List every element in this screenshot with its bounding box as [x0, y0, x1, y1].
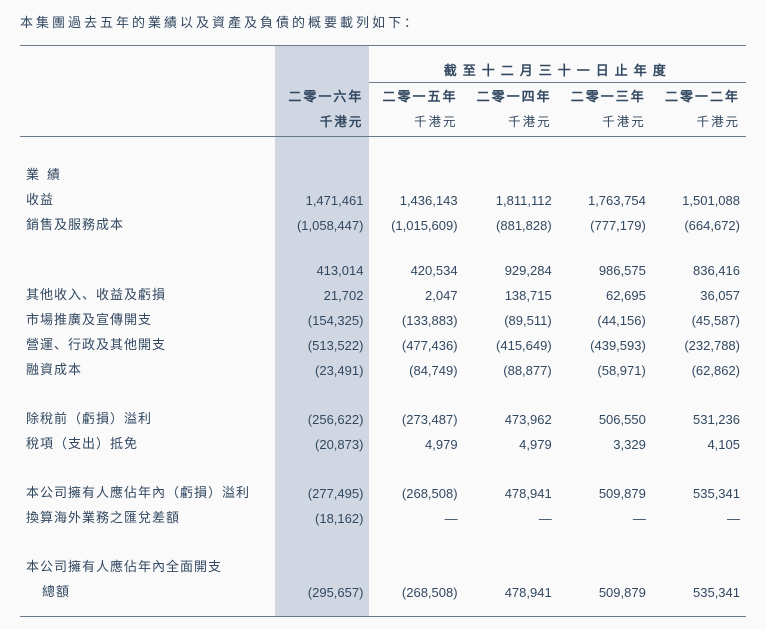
row2-label-3: 營運、行政及其他開支 [20, 331, 275, 356]
row1-cell-0-1: 1,436,143 [369, 186, 463, 211]
row2-label-1: 其他收入、收益及虧損 [20, 281, 275, 306]
row3-cell-1-0: (20,873) [275, 430, 369, 455]
row2-cell-0-3: 986,575 [558, 260, 652, 281]
row3-cell-0-1: (273,487) [369, 405, 463, 430]
total-comprehensive-label-2: 總額 [20, 578, 275, 603]
row3-cell-0-4: 531,236 [652, 405, 746, 430]
row4-label-0: 本公司擁有人應佔年內（虧損）溢利 [20, 479, 275, 504]
row4-cell-0-1: (268,508) [369, 479, 463, 504]
row2-cell-2-3: (44,156) [558, 306, 652, 331]
row3-cell-1-4: 4,105 [652, 430, 746, 455]
row2-cell-0-4: 836,416 [652, 260, 746, 281]
row2-cell-1-4: 36,057 [652, 281, 746, 306]
row2-cell-4-2: (88,877) [464, 356, 558, 381]
row2-cell-4-0: (23,491) [275, 356, 369, 381]
unit-2012: 千港元 [652, 108, 746, 137]
row2-cell-4-4: (62,862) [652, 356, 746, 381]
row3-cell-1-2: 4,979 [464, 430, 558, 455]
row2-cell-3-3: (439,593) [558, 331, 652, 356]
row2-cell-2-0: (154,325) [275, 306, 369, 331]
total-2015: (268,508) [369, 578, 463, 603]
total-comprehensive-label-1: 本公司擁有人應佔年內全面開支 [20, 553, 275, 578]
row2-cell-3-0: (513,522) [275, 331, 369, 356]
row4-cell-1-4: — [652, 504, 746, 529]
row1-cell-0-2: 1,811,112 [464, 186, 558, 211]
row3-cell-0-0: (256,622) [275, 405, 369, 430]
year-2016: 二零一六年 [275, 83, 369, 109]
row3-cell-1-3: 3,329 [558, 430, 652, 455]
row2-cell-0-1: 420,534 [369, 260, 463, 281]
total-2014: 478,941 [464, 578, 558, 603]
row4-cell-0-4: 535,341 [652, 479, 746, 504]
row1-label-0: 收益 [20, 186, 275, 211]
row2-cell-4-1: (84,749) [369, 356, 463, 381]
intro-text: 本集團過去五年的業績以及資產及負債的概要載列如下： [20, 12, 746, 31]
header-blank [20, 46, 275, 83]
unit-2015: 千港元 [369, 108, 463, 137]
row2-cell-3-2: (415,649) [464, 331, 558, 356]
row1-cell-1-3: (777,179) [558, 211, 652, 236]
row2-cell-1-0: 21,702 [275, 281, 369, 306]
row2-cell-2-2: (89,511) [464, 306, 558, 331]
row2-cell-1-1: 2,047 [369, 281, 463, 306]
section-performance-label: 業績 [20, 161, 275, 186]
row3-label-1: 稅項（支出）抵免 [20, 430, 275, 455]
row2-label-0 [20, 260, 275, 281]
row4-cell-1-3: — [558, 504, 652, 529]
row2-cell-4-3: (58,971) [558, 356, 652, 381]
row4-cell-1-2: — [464, 504, 558, 529]
row2-cell-3-4: (232,788) [652, 331, 746, 356]
row4-label-1: 換算海外業務之匯兌差額 [20, 504, 275, 529]
row2-cell-2-4: (45,587) [652, 306, 746, 331]
row4-cell-1-1: — [369, 504, 463, 529]
financial-summary-table: 截至十二月三十一日止年度 二零一六年 二零一五年 二零一四年 二零一三年 二零一… [20, 45, 746, 617]
row2-cell-1-3: 62,695 [558, 281, 652, 306]
row4-cell-0-2: 478,941 [464, 479, 558, 504]
row4-cell-0-0: (277,495) [275, 479, 369, 504]
row2-cell-0-0: 413,014 [275, 260, 369, 281]
row2-label-4: 融資成本 [20, 356, 275, 381]
row2-cell-0-2: 929,284 [464, 260, 558, 281]
row1-cell-0-3: 1,763,754 [558, 186, 652, 211]
row2-label-2: 市場推廣及宣傳開支 [20, 306, 275, 331]
row1-cell-1-0: (1,058,447) [275, 211, 369, 236]
row4-cell-1-0: (18,162) [275, 504, 369, 529]
year-2012: 二零一二年 [652, 83, 746, 109]
row2-cell-2-1: (133,883) [369, 306, 463, 331]
year-2015: 二零一五年 [369, 83, 463, 109]
period-ending-header: 截至十二月三十一日止年度 [369, 46, 746, 83]
row1-cell-0-4: 1,501,088 [652, 186, 746, 211]
header-blank-hl [275, 46, 369, 83]
row3-cell-0-2: 473,962 [464, 405, 558, 430]
row3-label-0: 除稅前（虧損）溢利 [20, 405, 275, 430]
row1-cell-1-2: (881,828) [464, 211, 558, 236]
total-2013: 509,879 [558, 578, 652, 603]
row2-cell-1-2: 138,715 [464, 281, 558, 306]
total-2016: (295,657) [275, 578, 369, 603]
unit-2013: 千港元 [558, 108, 652, 137]
row4-cell-0-3: 509,879 [558, 479, 652, 504]
year-blank [20, 83, 275, 109]
row1-cell-1-4: (664,672) [652, 211, 746, 236]
unit-2014: 千港元 [464, 108, 558, 137]
row2-cell-3-1: (477,436) [369, 331, 463, 356]
row3-cell-0-3: 506,550 [558, 405, 652, 430]
row3-cell-1-1: 4,979 [369, 430, 463, 455]
row1-label-1: 銷售及服務成本 [20, 211, 275, 236]
year-2013: 二零一三年 [558, 83, 652, 109]
row1-cell-1-1: (1,015,609) [369, 211, 463, 236]
year-2014: 二零一四年 [464, 83, 558, 109]
row1-cell-0-0: 1,471,461 [275, 186, 369, 211]
total-2012: 535,341 [652, 578, 746, 603]
unit-blank [20, 108, 275, 137]
unit-2016: 千港元 [275, 108, 369, 137]
